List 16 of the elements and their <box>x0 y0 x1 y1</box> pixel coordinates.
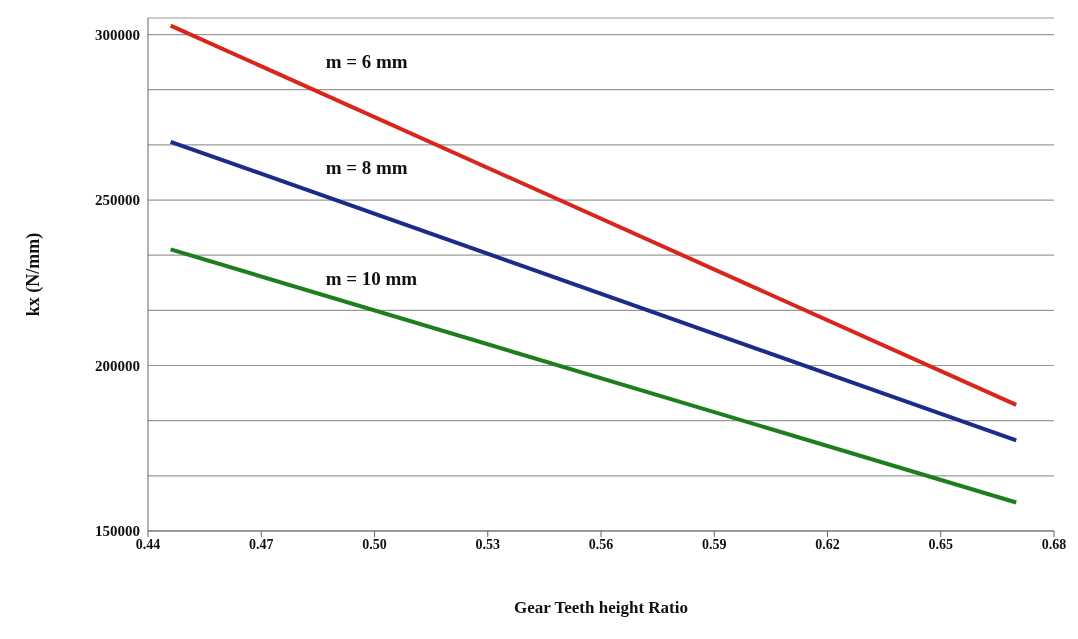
y-tick-label: 250000 <box>95 192 140 209</box>
x-tick-label: 0.50 <box>362 536 387 552</box>
x-tick-label: 0.47 <box>249 536 274 552</box>
x-tick-label: 0.53 <box>475 536 500 552</box>
series-label: m = 10 mm <box>325 268 418 290</box>
x-tick-label: 0.59 <box>702 536 727 552</box>
series-label: m = 6 mm <box>325 50 408 72</box>
y-axis-title: kx (N/mm) <box>23 232 45 317</box>
x-axis-title: Gear Teeth height Ratio <box>514 598 688 617</box>
x-tick-label: 0.62 <box>815 536 840 552</box>
x-tick-label: 0.65 <box>928 536 953 552</box>
y-tick-label: 200000 <box>95 357 140 374</box>
series-label: m = 8 mm <box>325 156 408 178</box>
x-tick-label: 0.68 <box>1041 536 1067 552</box>
x-tick-label: 0.56 <box>588 536 614 552</box>
y-tick-label: 300000 <box>95 26 140 43</box>
